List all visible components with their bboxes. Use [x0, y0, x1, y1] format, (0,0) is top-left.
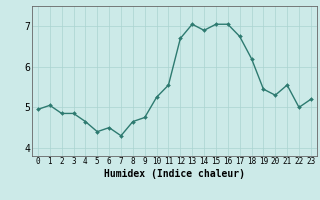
X-axis label: Humidex (Indice chaleur): Humidex (Indice chaleur): [104, 169, 245, 179]
